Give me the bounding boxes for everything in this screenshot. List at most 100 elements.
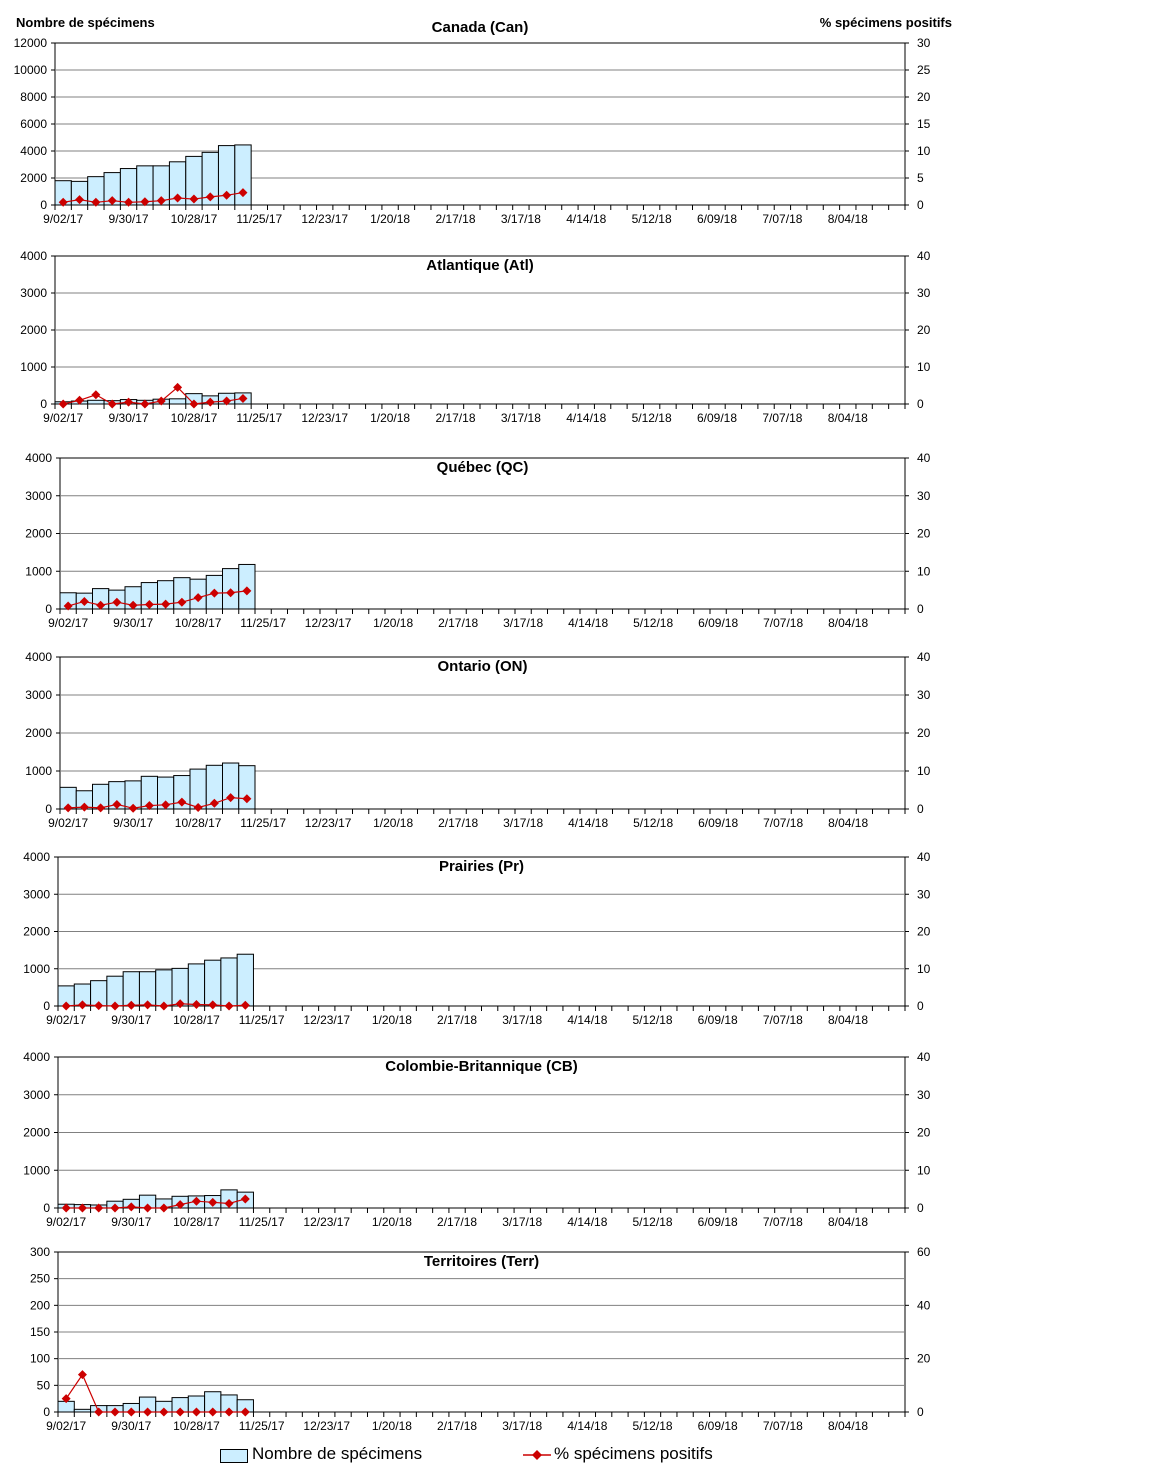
data-point bbox=[224, 1198, 234, 1208]
x-tick-label: 4/14/18 bbox=[567, 1419, 607, 1433]
data-point bbox=[191, 1000, 201, 1010]
left-tick-label: 0 bbox=[43, 999, 50, 1013]
x-tick-label: 5/12/18 bbox=[632, 212, 672, 226]
x-tick-label: 6/09/18 bbox=[698, 1419, 738, 1433]
right-tick-label: 30 bbox=[917, 1088, 931, 1102]
x-tick-label: 1/20/18 bbox=[370, 411, 410, 425]
data-point bbox=[128, 600, 138, 610]
left-tick-label: 8000 bbox=[20, 90, 47, 104]
x-tick-label: 3/17/18 bbox=[502, 1215, 542, 1229]
x-tick-label: 6/09/18 bbox=[698, 616, 738, 630]
x-tick-label: 10/28/17 bbox=[171, 212, 218, 226]
x-tick-label: 6/09/18 bbox=[698, 816, 738, 830]
x-tick-label: 7/07/18 bbox=[763, 1419, 803, 1433]
x-tick-label: 7/07/18 bbox=[763, 616, 803, 630]
data-point bbox=[128, 803, 138, 813]
data-point bbox=[173, 382, 183, 392]
x-tick-label: 10/28/17 bbox=[173, 1013, 220, 1027]
data-point bbox=[191, 1196, 201, 1206]
data-point bbox=[77, 1370, 87, 1380]
x-tick-label: 9/30/17 bbox=[109, 212, 149, 226]
right-tick-label: 0 bbox=[917, 198, 924, 212]
left-tick-label: 0 bbox=[43, 1405, 50, 1419]
left-tick-label: 3000 bbox=[25, 688, 52, 702]
x-tick-label: 11/25/17 bbox=[240, 816, 286, 830]
data-point bbox=[240, 1194, 250, 1204]
right-tick-label: 20 bbox=[917, 1126, 931, 1140]
right-tick-label: 30 bbox=[917, 688, 931, 702]
data-point bbox=[208, 1197, 218, 1207]
x-tick-label: 11/25/17 bbox=[236, 212, 282, 226]
chart-panel-2: 0 1000 2000 3000 4000 0 10 20 30 40 9/02/17 9/30/17… bbox=[20, 249, 930, 425]
x-tick-label: 2/17/18 bbox=[437, 1215, 477, 1229]
data-point bbox=[77, 1203, 87, 1213]
data-point bbox=[140, 197, 150, 207]
data-point bbox=[173, 193, 183, 203]
left-tick-label: 12000 bbox=[14, 36, 48, 50]
data-point bbox=[159, 1203, 169, 1213]
left-tick-label: 1000 bbox=[20, 360, 47, 374]
legend-line-swatch bbox=[523, 1450, 551, 1460]
right-tick-label: 10 bbox=[917, 764, 931, 778]
left-tick-label: 2000 bbox=[25, 726, 52, 740]
left-tick-label: 2000 bbox=[23, 1126, 50, 1140]
left-tick-label: 4000 bbox=[25, 650, 52, 664]
data-point bbox=[144, 599, 154, 609]
x-tick-label: 10/28/17 bbox=[171, 411, 218, 425]
data-point bbox=[224, 1001, 234, 1011]
data-point bbox=[96, 600, 106, 610]
data-point bbox=[107, 196, 117, 206]
data-point bbox=[126, 1000, 136, 1010]
right-tick-label: 40 bbox=[917, 1050, 931, 1064]
x-tick-label: 3/17/18 bbox=[503, 616, 543, 630]
right-tick-label: 40 bbox=[917, 451, 931, 465]
left-tick-label: 4000 bbox=[20, 144, 47, 158]
data-point bbox=[208, 1000, 218, 1010]
chart-panel-7: 0 50 100 150 200 250 300 0 20 40 60 9/02/17 9/30/17 1… bbox=[30, 1245, 931, 1433]
x-tick-label: 5/12/18 bbox=[633, 1215, 673, 1229]
chart-title: Territoires (Terr) bbox=[424, 1253, 539, 1270]
data-point bbox=[175, 999, 185, 1009]
x-tick-label: 2/17/18 bbox=[438, 816, 478, 830]
x-tick-label: 8/04/18 bbox=[828, 212, 868, 226]
right-tick-label: 20 bbox=[917, 925, 931, 939]
bar bbox=[168, 398, 187, 405]
bar bbox=[73, 1408, 92, 1413]
right-tick-label: 20 bbox=[917, 726, 931, 740]
x-tick-label: 2/17/18 bbox=[437, 1013, 477, 1027]
right-axis-title: % spécimens positifs bbox=[819, 15, 952, 30]
left-tick-label: 1000 bbox=[25, 564, 52, 578]
left-tick-label: 2000 bbox=[20, 323, 47, 337]
data-point bbox=[58, 399, 68, 409]
data-point bbox=[124, 197, 134, 207]
data-point bbox=[110, 1001, 120, 1011]
right-tick-label: 40 bbox=[917, 650, 931, 664]
left-tick-label: 0 bbox=[43, 1201, 50, 1215]
data-point bbox=[240, 1000, 250, 1010]
left-tick-label: 3000 bbox=[23, 887, 50, 901]
x-tick-label: 8/04/18 bbox=[828, 1215, 868, 1229]
right-tick-label: 0 bbox=[917, 802, 924, 816]
x-tick-label: 9/02/17 bbox=[48, 816, 88, 830]
chart-title: Colombie-Britannique (CB) bbox=[385, 1058, 578, 1075]
right-tick-label: 40 bbox=[917, 249, 931, 263]
left-tick-label: 0 bbox=[45, 802, 52, 816]
data-point bbox=[143, 1203, 153, 1213]
left-tick-label: 3000 bbox=[20, 286, 47, 300]
x-tick-label: 8/04/18 bbox=[828, 816, 868, 830]
data-point bbox=[91, 390, 101, 400]
x-tick-label: 9/02/17 bbox=[43, 411, 83, 425]
data-point bbox=[159, 1407, 169, 1417]
data-point bbox=[205, 397, 215, 407]
bar bbox=[222, 762, 240, 810]
data-point bbox=[94, 1203, 104, 1213]
data-point bbox=[193, 593, 203, 603]
x-tick-label: 11/25/17 bbox=[240, 616, 286, 630]
data-point bbox=[175, 1407, 185, 1417]
x-tick-label: 3/17/18 bbox=[501, 212, 541, 226]
left-tick-label: 6000 bbox=[20, 117, 47, 131]
x-tick-label: 9/02/17 bbox=[43, 212, 83, 226]
data-point bbox=[126, 1202, 136, 1212]
x-tick-label: 6/09/18 bbox=[698, 1215, 738, 1229]
x-tick-label: 2/17/18 bbox=[435, 212, 475, 226]
